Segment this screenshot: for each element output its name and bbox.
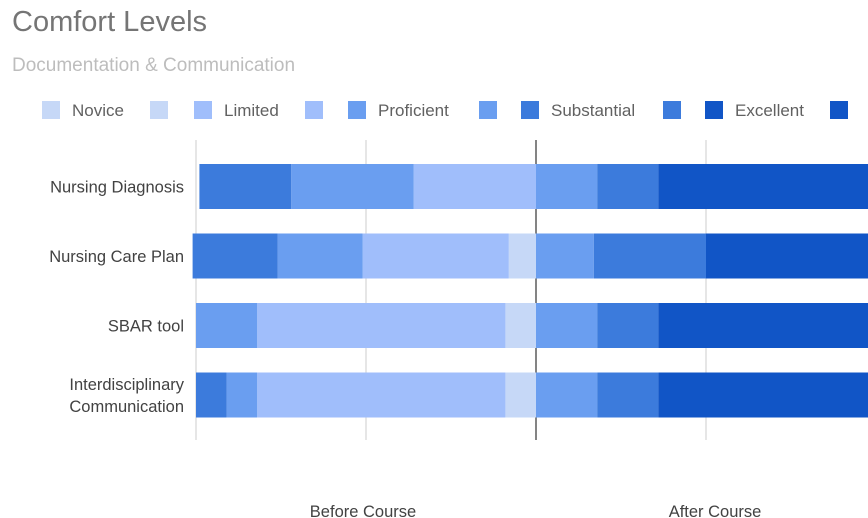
bar-sbar-tool-after-course-substantial: [597, 303, 659, 348]
legend-label-novice: Novice: [72, 101, 124, 120]
legend-swatch-proficient: [348, 101, 366, 119]
bar-nursing-care-plan-after-course-proficient: [536, 233, 594, 279]
category-label: Interdisciplinary Communication: [69, 376, 184, 416]
legend-label-limited: Limited: [224, 101, 279, 120]
legend-label-proficient: Proficient: [378, 101, 449, 120]
legend: Novice Limited Proficient Substantial Excell…: [42, 101, 848, 120]
bar-sbar-tool-after-course-excellent: [658, 303, 868, 348]
bar-interdisciplinary-communication-before-course-novice: [505, 372, 536, 418]
bar-nursing-care-plan-before-course-limited: [362, 233, 509, 279]
bar-nursing-care-plan-before-course-proficient: [277, 233, 363, 279]
legend-marker-proficient: [479, 101, 497, 119]
bar-sbar-tool-before-course-novice: [505, 303, 536, 348]
bar-interdisciplinary-communication-after-course-excellent: [658, 372, 868, 418]
legend-swatch-excellent: [705, 101, 723, 119]
legend-marker-excellent: [830, 101, 848, 119]
bar-nursing-diagnosis-before-course-limited: [413, 164, 536, 209]
group-label-after-course: After Course: [669, 503, 762, 518]
bar-sbar-tool-before-course-limited: [257, 303, 506, 348]
bar-nursing-diagnosis-before-course-substantial: [199, 164, 292, 209]
legend-label-excellent: Excellent: [735, 101, 804, 120]
bar-interdisciplinary-communication-before-course-limited: [257, 372, 506, 418]
legend-swatch-substantial: [521, 101, 539, 119]
legend-marker-substantial: [663, 101, 681, 119]
group-axis-labels: Before Course After Course: [310, 503, 762, 518]
bar-interdisciplinary-communication-before-course-proficient: [226, 372, 258, 418]
legend-swatch-limited: [194, 101, 212, 119]
category-label: Nursing Care Plan: [49, 248, 184, 266]
bar-interdisciplinary-communication-after-course-proficient: [536, 372, 598, 418]
bar-nursing-care-plan-after-course-excellent: [706, 233, 868, 279]
bar-nursing-care-plan-before-course-novice: [508, 233, 536, 279]
bar-nursing-diagnosis-after-course-substantial: [597, 164, 659, 209]
bar-nursing-diagnosis-after-course-proficient: [536, 164, 598, 209]
chart-title: Comfort Levels: [12, 6, 208, 38]
bar-nursing-diagnosis-after-course-excellent: [658, 164, 868, 209]
group-label-before-course: Before Course: [310, 503, 416, 518]
legend-marker-novice: [150, 101, 168, 119]
legend-label-substantial: Substantial: [551, 101, 635, 120]
bar-interdisciplinary-communication-after-course-substantial: [597, 372, 659, 418]
bar-nursing-care-plan-before-course-substantial: [192, 233, 278, 279]
bars: [192, 164, 868, 418]
legend-marker-limited: [305, 101, 323, 119]
bar-interdisciplinary-communication-before-course-substantial: [196, 372, 227, 418]
legend-swatch-novice: [42, 101, 60, 119]
bar-nursing-diagnosis-before-course-proficient: [291, 164, 414, 209]
bar-nursing-care-plan-after-course-substantial: [593, 233, 706, 279]
bar-sbar-tool-before-course-proficient: [196, 303, 258, 348]
bar-sbar-tool-after-course-proficient: [536, 303, 598, 348]
category-label: Nursing Diagnosis: [50, 179, 184, 197]
category-labels: Nursing Diagnosis Nursing Care Plan SBAR t…: [49, 179, 185, 417]
category-label: SBAR tool: [108, 318, 184, 336]
chart-subtitle: Documentation & Communication: [12, 55, 296, 76]
